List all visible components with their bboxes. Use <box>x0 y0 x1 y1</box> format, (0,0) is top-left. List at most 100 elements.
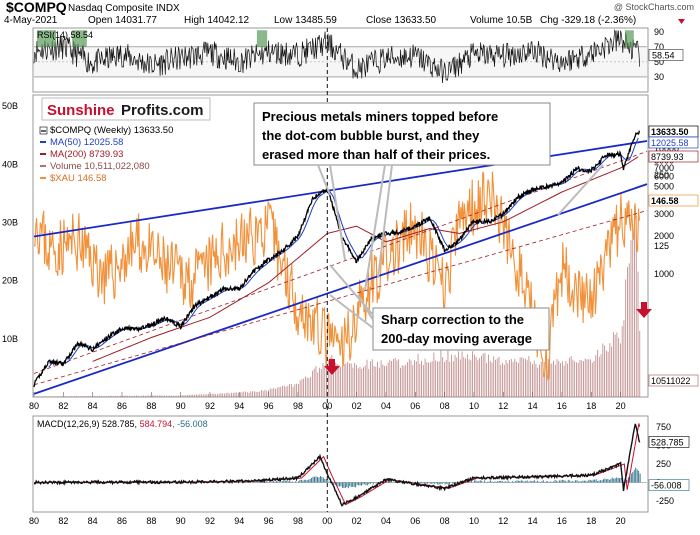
macd-histogram-bar <box>528 482 529 483</box>
low-label: Low 13485.59 <box>274 15 337 26</box>
volume-bar <box>171 396 172 397</box>
macd-histogram-bar <box>546 481 547 482</box>
annotation-bottom: Sharp correction to the 200-day moving a… <box>373 308 549 350</box>
volume-bar <box>456 358 457 397</box>
macd-histogram-bar <box>285 481 286 483</box>
volume-bar <box>393 359 394 397</box>
price-x-tick: 96 <box>264 401 274 411</box>
macd-histogram-bar <box>602 480 603 482</box>
volume-bar <box>300 380 301 397</box>
volume-bar <box>481 356 482 397</box>
volume-bar <box>312 371 313 397</box>
macd-histogram-bar <box>446 482 447 483</box>
macd-histogram-bar <box>362 482 363 484</box>
macd-histogram-bar <box>607 479 608 483</box>
price-x-tick: 04 <box>381 401 391 411</box>
macd-histogram-bar <box>272 482 273 483</box>
macd-histogram-bar <box>509 482 510 483</box>
volume-bar <box>442 357 443 397</box>
macd-y-tick: 750 <box>656 422 671 432</box>
volume-bar <box>66 396 67 397</box>
volume-bar <box>400 368 401 397</box>
volume-bar <box>309 378 310 397</box>
macd-histogram-bar <box>477 481 478 482</box>
high-label: High 14042.12 <box>184 15 250 26</box>
macd-y-tick: 250 <box>656 459 671 469</box>
macd-histogram-bar <box>533 481 534 483</box>
rsi-y-tick: 30 <box>654 72 664 82</box>
macd-histogram-bar <box>258 482 259 483</box>
price-x-tick: 02 <box>352 401 362 411</box>
price-y-tick: 1000 <box>654 269 674 279</box>
volume-bar <box>62 396 63 397</box>
volume-bar <box>80 396 81 397</box>
price-x-tick: 82 <box>58 401 68 411</box>
volume-bar <box>555 365 556 397</box>
volume-bar <box>391 361 392 397</box>
volume-bar <box>270 388 271 397</box>
price-x-tick: 12 <box>498 401 508 411</box>
volume-bar <box>458 351 459 397</box>
volume-bar <box>272 389 273 397</box>
macd-histogram-bar <box>593 480 594 483</box>
volume-bar <box>104 396 105 397</box>
macd-histogram-bar <box>562 480 563 483</box>
volume-bar <box>564 366 565 397</box>
volume-bar <box>583 361 584 397</box>
macd-histogram-bar <box>522 481 523 483</box>
volume-bar <box>164 396 165 397</box>
volume-bar <box>402 365 403 397</box>
volume-bar <box>419 364 420 397</box>
volume-bar <box>140 396 141 397</box>
volume-bar <box>120 396 121 397</box>
macd-histogram-bar <box>430 482 431 483</box>
macd-histogram-bar <box>292 482 293 483</box>
volume-bar <box>437 362 438 397</box>
volume-bar <box>256 392 257 397</box>
volume-bar <box>439 361 440 397</box>
macd-histogram-bar <box>257 482 258 483</box>
rsi-title: RSI(14) 58.54 <box>37 30 93 40</box>
volume-bar <box>595 355 596 397</box>
macd-histogram-bar <box>530 481 531 483</box>
volume-bar <box>521 357 522 397</box>
volume-bar <box>504 365 505 397</box>
legend-item-ma50: MA(50) 12025.58 <box>50 137 123 148</box>
rsi-overbought-fill <box>625 30 634 47</box>
volume-bar <box>451 355 452 397</box>
macd-histogram-bar <box>424 482 425 483</box>
volume-bar <box>580 360 581 397</box>
volume-bar <box>191 395 192 397</box>
volume-bar <box>152 395 153 397</box>
volume-bar <box>358 368 359 397</box>
volume-bar <box>613 332 614 397</box>
volume-bar <box>514 359 515 397</box>
macd-histogram-bar <box>298 481 299 482</box>
macd-histogram-bar <box>556 481 557 483</box>
volume-bar <box>64 396 65 397</box>
volume-bar <box>474 355 475 397</box>
volume-bar <box>405 365 406 397</box>
last-value-badge-price: 13633.50 <box>649 126 698 137</box>
legend-item-ma200: MA(200) 8739.93 <box>50 149 123 160</box>
volume-bar <box>590 359 591 397</box>
volume-bar <box>261 390 262 397</box>
volume-bar <box>529 356 530 397</box>
macd-histogram-bar <box>632 472 633 482</box>
macd-x-tick: 92 <box>205 516 215 526</box>
last-value-badge-ma200: 8739.93 <box>649 151 698 162</box>
macd-histogram-bar <box>470 481 471 482</box>
volume-bar <box>525 359 526 397</box>
price-y-tick: 2000 <box>654 231 674 241</box>
annotation-top: Precious metals miners topped before the… <box>254 103 550 165</box>
macd-histogram-bar <box>352 482 353 486</box>
volume-bar <box>455 355 456 397</box>
volume-bar <box>349 363 350 397</box>
volume-bar <box>57 396 58 397</box>
macd-x-tick: 04 <box>381 516 391 526</box>
volume-bar <box>428 363 429 397</box>
volume-bar <box>45 396 46 397</box>
volume-bar <box>604 346 605 397</box>
volume-bar <box>485 353 486 397</box>
volume-bar <box>492 363 493 397</box>
